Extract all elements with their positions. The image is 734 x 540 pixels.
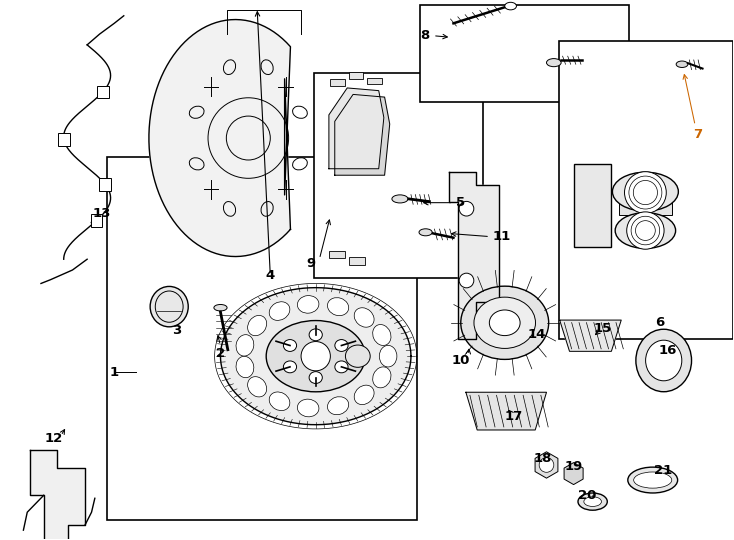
Text: 5: 5 — [457, 196, 465, 209]
Ellipse shape — [327, 397, 349, 415]
Text: 15: 15 — [594, 322, 612, 335]
Text: 11: 11 — [493, 230, 512, 243]
Bar — [329, 251, 345, 258]
Text: 19: 19 — [564, 460, 583, 473]
Ellipse shape — [247, 315, 266, 336]
Ellipse shape — [309, 329, 322, 341]
Polygon shape — [149, 19, 291, 256]
Ellipse shape — [373, 367, 391, 388]
Bar — [559, 41, 733, 339]
Ellipse shape — [283, 361, 297, 373]
Ellipse shape — [633, 472, 672, 488]
Bar — [420, 5, 629, 102]
Ellipse shape — [612, 172, 678, 211]
Circle shape — [627, 212, 664, 249]
Text: 2: 2 — [216, 347, 225, 360]
Polygon shape — [30, 450, 85, 540]
Bar — [349, 72, 363, 79]
Bar — [330, 79, 345, 86]
Ellipse shape — [419, 229, 432, 236]
Ellipse shape — [297, 295, 319, 313]
Ellipse shape — [461, 286, 549, 360]
Ellipse shape — [505, 2, 517, 10]
Bar — [619, 190, 672, 215]
Text: 17: 17 — [504, 410, 523, 423]
Ellipse shape — [646, 340, 682, 381]
Text: 1: 1 — [109, 366, 118, 379]
Polygon shape — [449, 172, 499, 339]
Bar — [107, 157, 417, 521]
Polygon shape — [466, 392, 547, 430]
Ellipse shape — [490, 310, 520, 335]
Ellipse shape — [578, 493, 607, 510]
Text: 18: 18 — [534, 452, 552, 465]
Text: 7: 7 — [694, 128, 702, 141]
Text: 12: 12 — [44, 431, 62, 444]
Circle shape — [301, 341, 330, 371]
Ellipse shape — [283, 340, 297, 352]
Ellipse shape — [628, 467, 677, 493]
Bar — [97, 85, 109, 98]
Ellipse shape — [474, 297, 536, 348]
Ellipse shape — [236, 356, 254, 377]
Text: 21: 21 — [654, 464, 672, 477]
Polygon shape — [220, 288, 411, 424]
Text: 16: 16 — [658, 345, 677, 357]
Ellipse shape — [392, 195, 408, 203]
Bar — [314, 73, 483, 278]
Ellipse shape — [150, 286, 188, 327]
Bar — [574, 164, 611, 247]
Bar — [58, 133, 70, 146]
Ellipse shape — [236, 335, 254, 356]
Ellipse shape — [269, 392, 290, 410]
Ellipse shape — [373, 325, 391, 346]
Text: 4: 4 — [266, 269, 275, 282]
Polygon shape — [329, 88, 384, 168]
Ellipse shape — [355, 308, 374, 327]
Ellipse shape — [335, 361, 348, 373]
Circle shape — [459, 201, 474, 216]
Ellipse shape — [309, 372, 322, 383]
Bar — [367, 78, 382, 84]
Text: 6: 6 — [655, 316, 665, 329]
Bar — [349, 257, 365, 265]
Text: 20: 20 — [578, 489, 596, 502]
Ellipse shape — [327, 298, 349, 316]
Circle shape — [459, 273, 474, 288]
Ellipse shape — [547, 59, 561, 66]
Ellipse shape — [355, 385, 374, 404]
Ellipse shape — [346, 345, 370, 367]
Ellipse shape — [269, 302, 290, 320]
Text: 8: 8 — [420, 29, 429, 42]
Ellipse shape — [247, 377, 266, 397]
Ellipse shape — [636, 329, 691, 392]
Bar — [90, 214, 102, 227]
Text: 14: 14 — [528, 328, 546, 341]
Polygon shape — [335, 94, 390, 175]
Circle shape — [625, 172, 666, 213]
Ellipse shape — [584, 497, 601, 507]
Ellipse shape — [214, 305, 227, 311]
Ellipse shape — [266, 321, 366, 392]
Ellipse shape — [615, 213, 675, 248]
Ellipse shape — [297, 399, 319, 417]
Text: 13: 13 — [92, 207, 111, 220]
Polygon shape — [560, 320, 621, 352]
Ellipse shape — [379, 346, 397, 367]
Ellipse shape — [676, 61, 688, 68]
Text: 9: 9 — [307, 257, 316, 270]
Ellipse shape — [335, 340, 348, 352]
Circle shape — [539, 458, 554, 472]
Text: 3: 3 — [172, 324, 181, 337]
Bar — [99, 178, 111, 191]
Text: 10: 10 — [451, 354, 470, 367]
